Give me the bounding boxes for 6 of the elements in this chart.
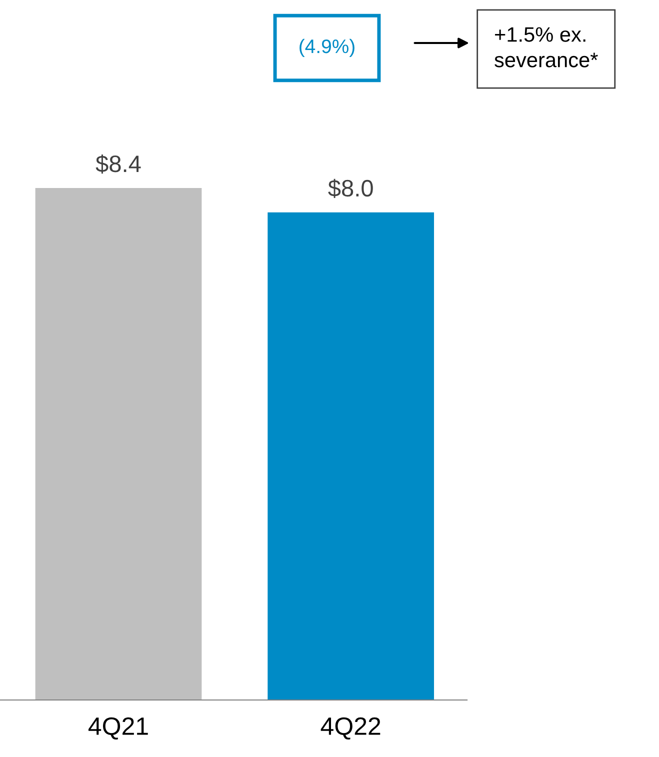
x-tick-label: 4Q21 bbox=[88, 717, 148, 740]
data-label: $8.0 bbox=[328, 178, 373, 198]
text: (4.9%) bbox=[300, 38, 354, 58]
data-label: $8.4 bbox=[96, 154, 141, 174]
text: +1.5% ex. severance* bbox=[494, 27, 598, 68]
x-tick-label: 4Q22 bbox=[320, 717, 380, 740]
